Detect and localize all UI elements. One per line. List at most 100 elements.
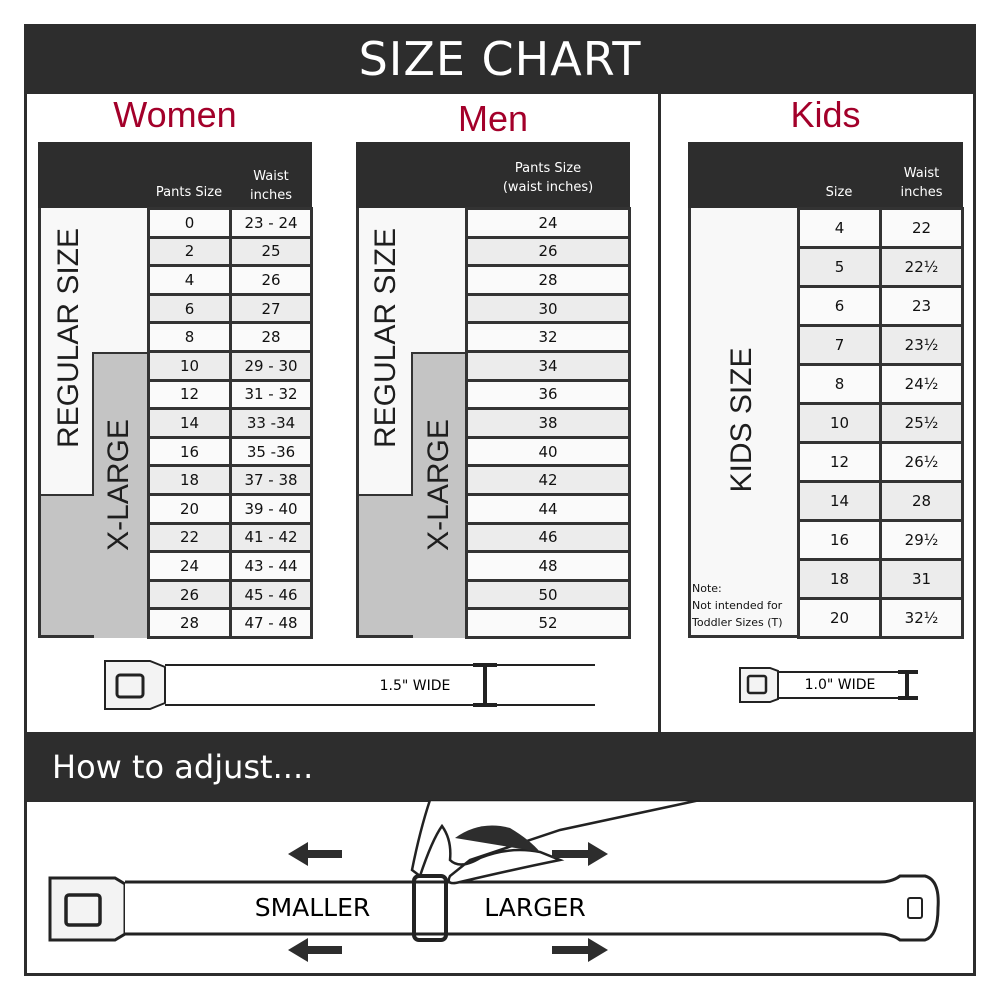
arrow-icons	[288, 842, 608, 962]
kids-belt-illustration	[739, 667, 918, 703]
men-cell-size: 46	[465, 521, 631, 554]
men-cell-size: 30	[465, 292, 631, 325]
kids-cell-waist: 32½	[879, 597, 964, 639]
women-col-waist-unit: inches	[249, 188, 292, 203]
adult-belt-width: 1.5" WIDE	[379, 678, 451, 694]
men-table-header: Pants Size (waist inches)	[356, 142, 630, 208]
women-cell-size: 0	[147, 207, 232, 239]
women-cell-waist: 33 -34	[229, 407, 313, 439]
kids-cell-waist: 26½	[879, 441, 964, 483]
kids-cell-waist: 28	[879, 480, 964, 522]
kids-cell-size: 20	[797, 597, 882, 639]
men-cell-size: 26	[465, 235, 631, 268]
women-cell-waist: 47 - 48	[229, 607, 313, 639]
men-cell-size: 50	[465, 578, 631, 611]
kids-cell-size: 14	[797, 480, 882, 522]
kids-cell-size: 12	[797, 441, 882, 483]
kids-cell-waist: 25½	[879, 402, 964, 444]
kids-col-waist: Waist	[903, 166, 940, 181]
men-cell-size: 42	[465, 464, 631, 496]
men-cell-size: 48	[465, 550, 631, 582]
women-cell-size: 16	[147, 435, 232, 468]
women-cell-size: 20	[147, 493, 232, 525]
women-cell-waist: 39 - 40	[229, 493, 313, 525]
kids-belt-width: 1.0" WIDE	[804, 677, 876, 693]
women-regular-label: REGULAR SIZE	[52, 227, 85, 449]
kids-table-header: Size Waist inches	[688, 142, 963, 208]
women-cell-waist: 25	[229, 235, 313, 268]
women-cell-size: 2	[147, 235, 232, 268]
women-cell-waist: 43 - 44	[229, 550, 313, 582]
men-cell-size: 36	[465, 378, 631, 411]
women-cell-size: 12	[147, 378, 232, 411]
kids-cell-size: 16	[797, 519, 882, 561]
kids-cell-waist: 29½	[879, 519, 964, 561]
kids-cell-size: 10	[797, 402, 882, 444]
men-cell-size: 40	[465, 435, 631, 468]
women-cell-waist: 41 - 42	[229, 521, 313, 554]
women-table-header: Pants Size Waist inches	[38, 142, 312, 208]
men-regular-label: REGULAR SIZE	[369, 227, 402, 449]
women-cell-size: 10	[147, 350, 232, 382]
women-heading: Women	[113, 94, 237, 135]
women-cell-waist: 29 - 30	[229, 350, 313, 382]
kids-label-area	[688, 208, 798, 638]
women-cell-size: 28	[147, 607, 232, 639]
men-heading: Men	[457, 98, 529, 139]
men-cell-size: 38	[465, 407, 631, 439]
adjust-belt-illustration	[48, 800, 940, 962]
kids-cell-size: 6	[797, 285, 882, 327]
kids-cell-waist: 22	[879, 207, 964, 249]
smaller-label: SMALLER	[254, 893, 371, 922]
larger-label: LARGER	[484, 893, 586, 922]
kids-col-size: Size	[825, 185, 853, 200]
kids-cell-waist: 23½	[879, 324, 964, 366]
women-col-waist: Waist	[253, 169, 289, 184]
women-cell-size: 8	[147, 321, 232, 353]
women-cell-waist: 31 - 32	[229, 378, 313, 411]
women-cell-waist: 45 - 46	[229, 578, 313, 611]
men-xlarge-area-lower	[356, 494, 413, 638]
women-cell-size: 26	[147, 578, 232, 611]
kids-cell-waist: 23	[879, 285, 964, 327]
kids-cell-size: 7	[797, 324, 882, 366]
kids-note-title: Note:	[692, 582, 722, 595]
women-cell-size: 24	[147, 550, 232, 582]
women-cell-size: 14	[147, 407, 232, 439]
kids-cell-size: 8	[797, 363, 882, 405]
women-cell-waist: 37 - 38	[229, 464, 313, 496]
women-xlarge-label: X-LARGE	[102, 419, 135, 551]
kids-cell-waist: 31	[879, 558, 964, 600]
men-cell-size: 32	[465, 321, 631, 353]
men-col-size: Pants Size	[514, 161, 582, 176]
men-cell-size: 24	[465, 207, 631, 239]
kids-note: Note: Not intended for Toddler Sizes (T)	[692, 580, 783, 631]
kids-cell-waist: 24½	[879, 363, 964, 405]
men-cell-size: 34	[465, 350, 631, 382]
section-divider	[658, 92, 661, 732]
kids-heading: Kids	[790, 94, 861, 135]
women-col-size: Pants Size	[155, 185, 223, 200]
kids-note-line2: Toddler Sizes (T)	[692, 616, 783, 629]
kids-size-label: KIDS SIZE	[725, 347, 758, 493]
kids-col-waist-unit: inches	[900, 185, 943, 200]
women-cell-size: 22	[147, 521, 232, 554]
men-cell-size: 28	[465, 264, 631, 296]
kids-cell-size: 4	[797, 207, 882, 249]
kids-cell-waist: 22½	[879, 246, 964, 288]
women-cell-waist: 28	[229, 321, 313, 353]
men-xlarge-label: X-LARGE	[422, 419, 455, 551]
page-title: SIZE CHART	[24, 24, 976, 94]
women-cell-waist: 35 -36	[229, 435, 313, 468]
women-cell-size: 6	[147, 292, 232, 325]
kids-cell-size: 18	[797, 558, 882, 600]
women-cell-waist: 27	[229, 292, 313, 325]
kids-cell-size: 5	[797, 246, 882, 288]
women-xlarge-area-lower	[38, 494, 94, 638]
women-cell-size: 18	[147, 464, 232, 496]
adjust-heading: How to adjust....	[24, 732, 976, 802]
kids-note-line1: Not intended for	[692, 599, 783, 612]
women-cell-size: 4	[147, 264, 232, 296]
men-col-size-unit: (waist inches)	[502, 180, 594, 195]
adult-belt-illustration	[104, 660, 595, 710]
